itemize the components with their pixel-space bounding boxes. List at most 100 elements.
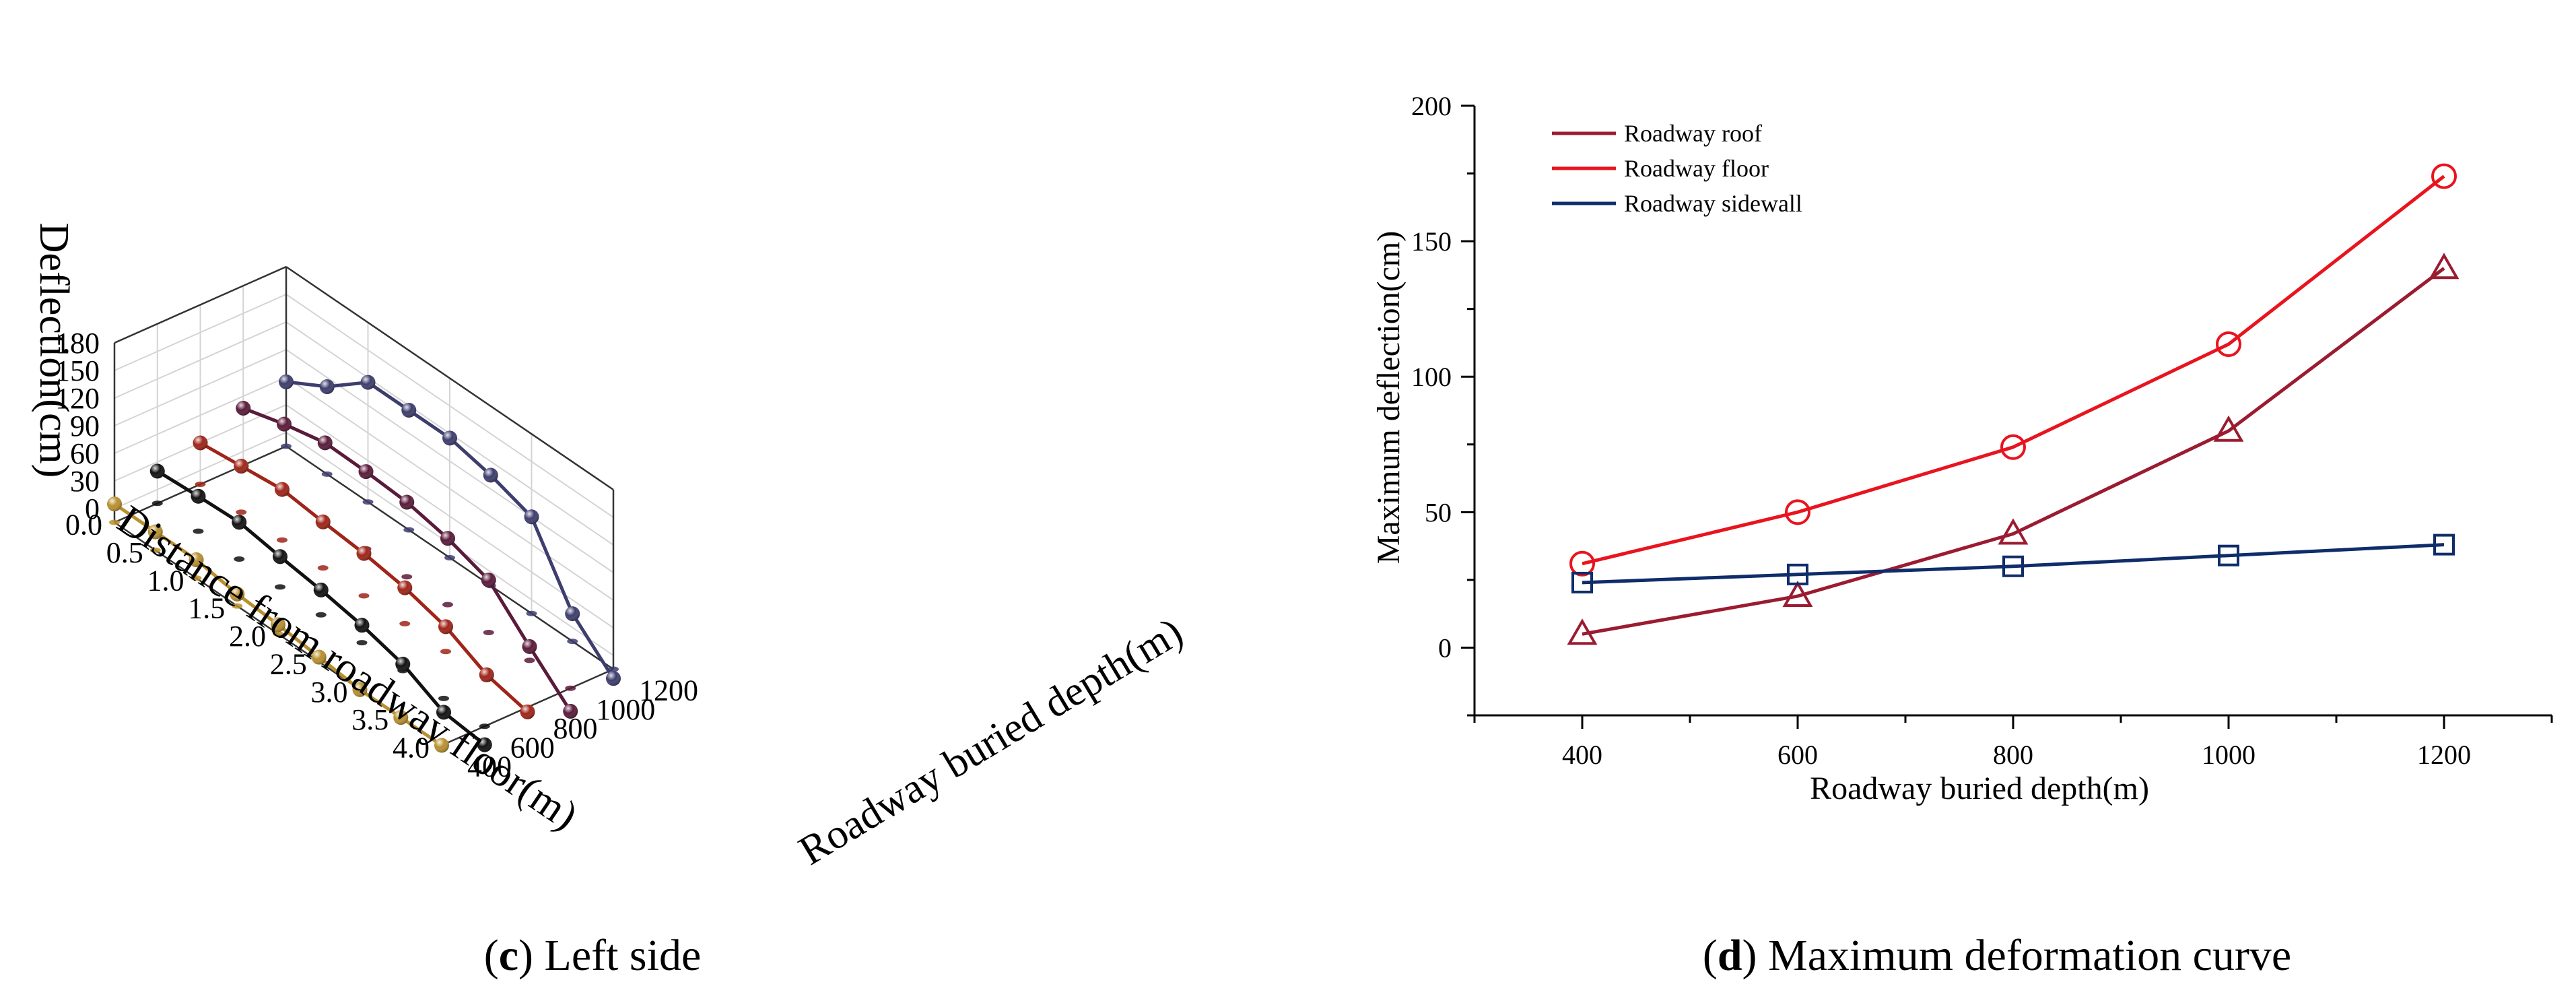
data-point-shade [354, 618, 370, 633]
data-point-shade [234, 459, 249, 474]
floor-marker [403, 527, 415, 533]
data-point-shade [483, 467, 498, 483]
marker-circle [2000, 434, 2026, 460]
data-point-shade [479, 667, 494, 682]
floor-marker [483, 630, 494, 635]
series-depth-1200 [279, 374, 621, 686]
chart-c-depth-axis-label: Roadway buried depth(m) [791, 609, 1190, 874]
x-tick-label: 800 [1993, 740, 2033, 770]
floor-marker [234, 556, 245, 562]
x-tick-label: 0.5 [106, 536, 143, 569]
data-point-shade [232, 515, 247, 530]
marker-circle [1785, 499, 1810, 525]
depth-tick-label: 400 [467, 750, 512, 783]
data-point-shade [277, 416, 292, 432]
legend-label: Roadway roof [1624, 120, 1762, 147]
series-line [1582, 267, 2445, 636]
floor-marker [321, 471, 333, 477]
floor-marker [273, 631, 283, 637]
marker-triangle [2429, 253, 2460, 280]
marker-square [1571, 571, 1593, 593]
data-point-shade [193, 435, 208, 451]
floor-marker [236, 509, 247, 515]
floor-marker [358, 593, 370, 599]
floor-marker [479, 723, 490, 730]
data-point-shade [440, 531, 455, 546]
x-tick-label: 2.5 [270, 647, 307, 680]
data-point-shade [358, 464, 374, 480]
y-tick-label: 50 [1425, 497, 1452, 527]
x-tick-label: 1200 [2417, 740, 2471, 770]
series-depth-800 [193, 435, 535, 719]
series-depth-600 [149, 463, 492, 752]
floor-marker [317, 565, 329, 571]
data-point-shade [311, 649, 327, 665]
z-tick-label: 0 [85, 492, 100, 525]
x-tick-label: 1000 [2202, 740, 2256, 770]
floor-marker [232, 603, 243, 609]
chart-d-axes [1461, 104, 2553, 729]
chart-c-x-axis-label: Distance from roadway floor(m) [109, 496, 585, 839]
legend-label: Roadway floor [1624, 155, 1769, 182]
legend-label: Roadway sidewall [1624, 190, 1802, 217]
frame-edge [285, 265, 614, 491]
marker-triangle [2213, 415, 2244, 442]
data-point-shade [397, 580, 413, 595]
z-tick-label: 150 [55, 354, 100, 387]
data-point-shade [147, 524, 163, 540]
series-line [1582, 174, 2445, 566]
depth-tick-label: 1000 [596, 693, 655, 726]
floor-marker [315, 612, 327, 618]
data-point-shade [236, 401, 251, 416]
floor-marker [399, 620, 411, 626]
marker-square [2218, 544, 2239, 566]
chart-c-series [107, 374, 621, 753]
data-point-shade [522, 639, 537, 654]
x-tick-label: 0.0 [65, 509, 102, 542]
series-depth-400 [107, 496, 449, 753]
y-tick-label: 100 [1411, 362, 1452, 392]
chart-d-x-axis-label: Roadway buried depth(m) [1810, 771, 2149, 806]
data-point-shade [273, 549, 287, 564]
floor-marker [277, 537, 287, 543]
data-point-shade [191, 488, 206, 504]
x-tick-label: 600 [1777, 740, 1818, 770]
floor-marker [151, 500, 163, 507]
data-point-shade [436, 705, 451, 720]
data-point-shade [279, 374, 294, 389]
floor-marker [356, 640, 368, 646]
caption-d: (d) Maximum deformation curve [1703, 931, 2291, 980]
data-point-shade [313, 582, 329, 597]
floor-marker [193, 528, 204, 534]
depth-tick-label: 1200 [639, 674, 698, 707]
data-point-shade [317, 435, 333, 451]
floor-marker [524, 657, 535, 663]
data-point-shade [434, 738, 449, 753]
chart-maximum-deformation: 0 50 100 150 200 400 600 800 1000 1200 Roadway ro… [1371, 91, 2553, 806]
data-point-shade [442, 430, 457, 446]
data-point-shade [352, 682, 368, 697]
data-point-shade [271, 617, 285, 633]
data-point-shade [481, 573, 496, 588]
floor-marker [191, 575, 202, 581]
floor-marker [444, 555, 455, 560]
series-roadway-roof [1567, 253, 2460, 645]
frame-edge [114, 265, 287, 344]
y-tick-label: 0 [1438, 633, 1452, 663]
data-point-shade [319, 379, 335, 395]
floor-marker [275, 584, 285, 590]
floor-marker [526, 610, 537, 616]
marker-square [2002, 555, 2024, 577]
series-roadway-sidewall [1571, 533, 2455, 593]
x-tick-label: 400 [1562, 740, 1602, 770]
floor-marker [195, 482, 206, 487]
data-point-shade [438, 619, 453, 635]
marker-triangle [1998, 518, 2029, 545]
marker-triangle [1782, 580, 1813, 607]
data-point-shade [393, 710, 409, 725]
marker-square [1787, 563, 1808, 585]
z-tick-label: 120 [55, 382, 100, 415]
data-point-shade [520, 704, 535, 719]
chart-d-y-axis-label: Maximum deflection(cm) [1371, 231, 1406, 564]
